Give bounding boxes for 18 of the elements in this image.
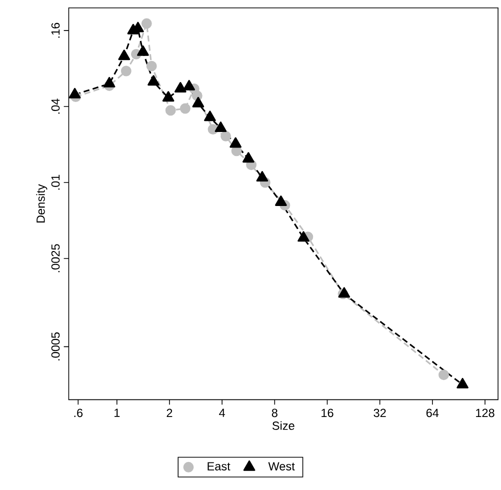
x-tick-label: 64	[426, 409, 439, 418]
y-tick-label: .01	[51, 175, 60, 190]
y-tick-label: .0025	[51, 244, 60, 272]
x-tick-label: 128	[476, 409, 494, 418]
x-tick-label: 8	[272, 409, 278, 418]
y-tick-label: .04	[51, 98, 60, 114]
y-tick-label: .0005	[51, 332, 60, 361]
legend-label: East	[208, 462, 230, 471]
x-tick-label: 16	[322, 409, 334, 418]
y-tick-label: .16	[51, 23, 60, 38]
x-tick-label: 4	[219, 409, 226, 418]
x-axis-title: Size	[272, 421, 294, 430]
x-tick-label: 2	[166, 409, 172, 418]
x-tick-label: .6	[74, 409, 83, 418]
legend-label: West	[268, 462, 295, 471]
y-axis-title: Density	[36, 184, 48, 223]
x-tick-label: 1	[114, 409, 120, 418]
x-tick-label: 32	[374, 409, 386, 418]
